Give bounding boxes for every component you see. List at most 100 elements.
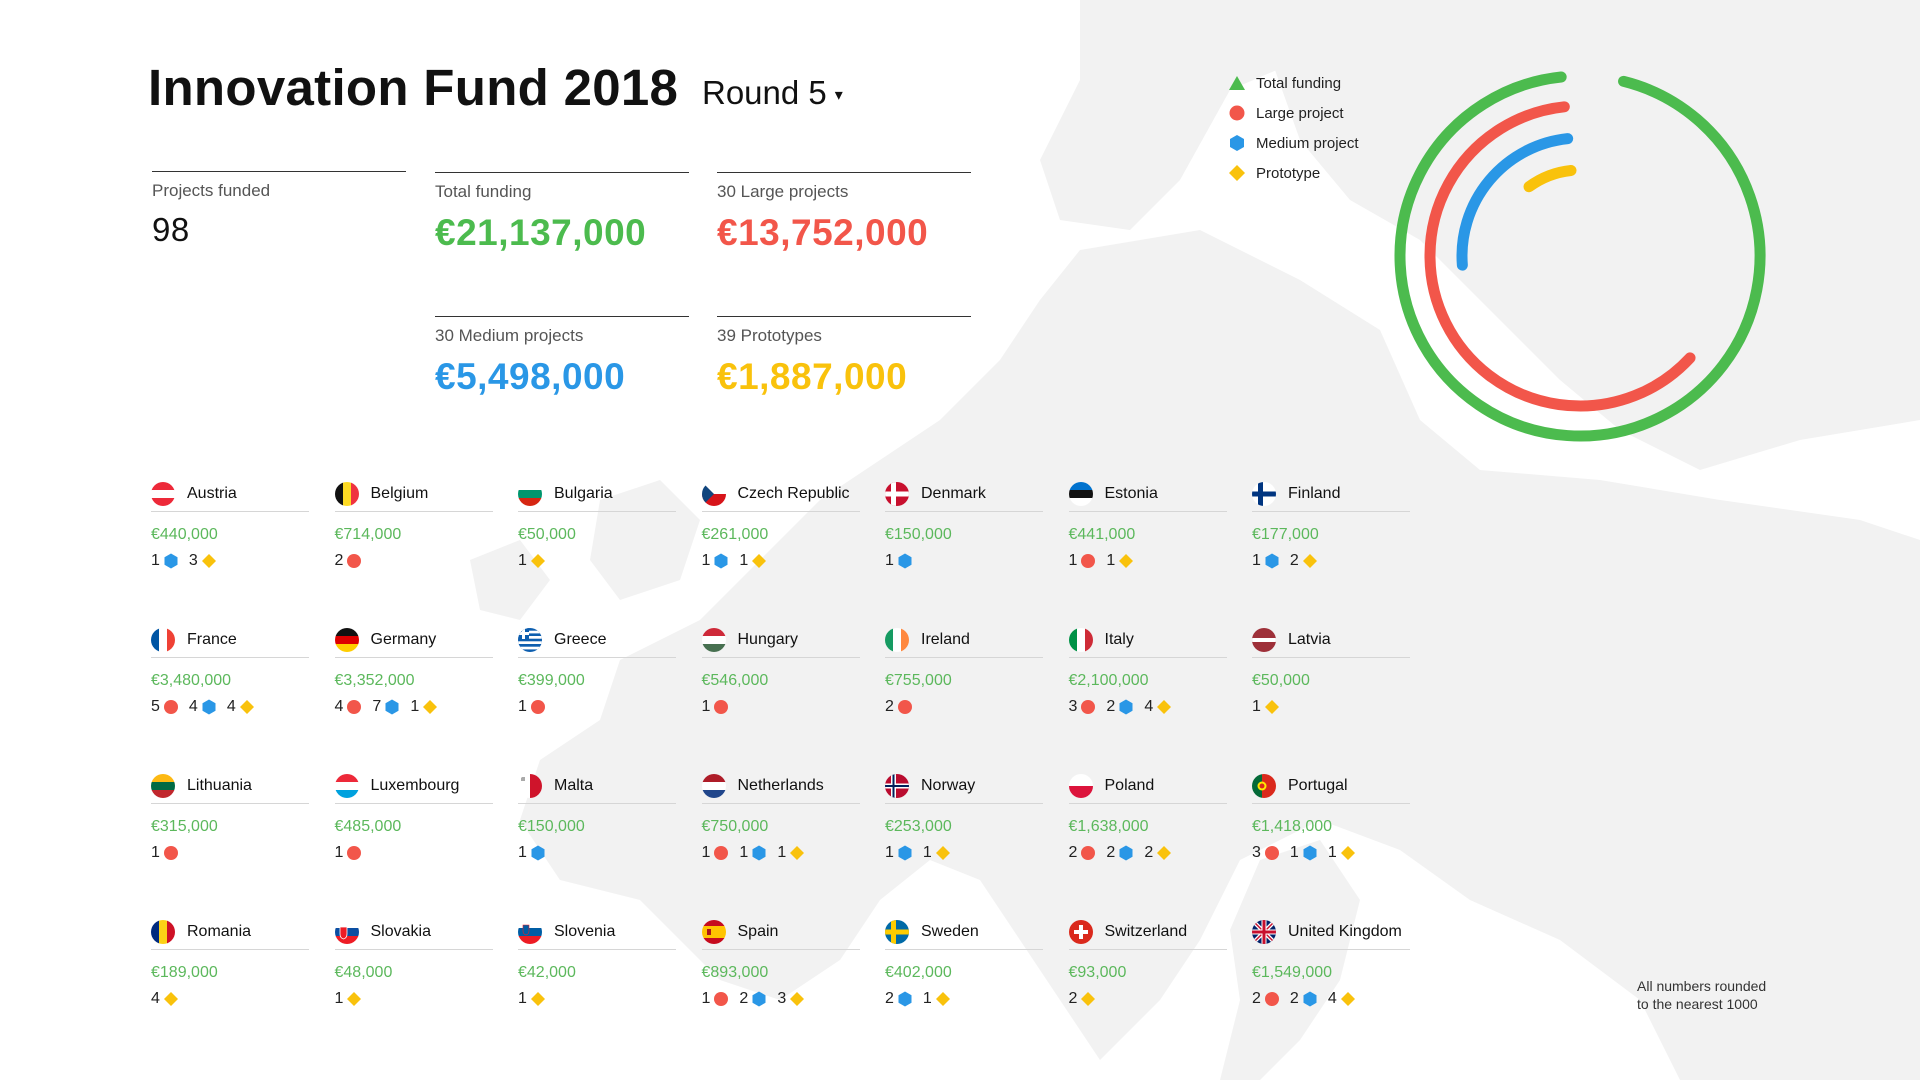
- legend-item-medium[interactable]: Medium project: [1228, 128, 1359, 158]
- diamond-icon: [935, 991, 951, 1007]
- radial-funding-chart: [1394, 71, 1766, 442]
- count-medium: 1: [151, 552, 179, 570]
- country-card[interactable]: United Kingdom €1,549,000 2 2 4: [1252, 919, 1410, 1008]
- count-medium: 1: [1290, 844, 1318, 862]
- flag-icon: [1252, 919, 1276, 944]
- flag-icon: [151, 627, 175, 652]
- diamond-icon: [1340, 991, 1356, 1007]
- country-card[interactable]: Greece €399,000 1: [518, 627, 676, 716]
- country-name: Poland: [1104, 776, 1155, 794]
- circle-icon: [1264, 845, 1280, 861]
- count-prototype: 1: [335, 990, 363, 1008]
- project-counts: 1: [518, 552, 676, 570]
- count-large: 3: [1252, 844, 1280, 862]
- diamond-icon: [1228, 164, 1246, 182]
- project-counts: 1: [151, 844, 309, 862]
- country-name: Italy: [1104, 630, 1134, 648]
- country-amount: €441,000: [1068, 526, 1136, 543]
- country-card[interactable]: Italy €2,100,000 3 2 4: [1068, 627, 1227, 716]
- legend-item-prototype[interactable]: Prototype: [1228, 158, 1359, 188]
- flag-icon: [151, 773, 175, 798]
- country-amount: €440,000: [151, 526, 218, 543]
- country-amount: €150,000: [518, 818, 585, 835]
- count-value: 1: [739, 552, 749, 569]
- rounding-note: All numbers rounded to the nearest 1000: [1637, 977, 1766, 1013]
- country-amount: €50,000: [1252, 672, 1310, 689]
- count-value: 2: [1289, 552, 1299, 569]
- country-amount: €755,000: [885, 672, 952, 689]
- country-header: Belgium: [334, 481, 493, 512]
- country-card[interactable]: Hungary €546,000 1: [701, 627, 860, 716]
- count-value: 3: [1252, 844, 1261, 861]
- country-amount: €50,000: [518, 526, 576, 543]
- country-amount: €546,000: [701, 672, 769, 689]
- diamond-icon: [422, 699, 438, 715]
- country-card[interactable]: Latvia €50,000 1: [1252, 627, 1410, 716]
- country-card[interactable]: Ireland €755,000 2: [885, 627, 1043, 716]
- project-counts: 2: [885, 698, 1043, 716]
- legend-item-large[interactable]: Large project: [1228, 98, 1359, 128]
- country-card[interactable]: Belgium €714,000 2: [334, 481, 493, 570]
- country-amount: €399,000: [518, 672, 585, 689]
- country-amount: €253,000: [885, 818, 952, 835]
- count-value: 1: [777, 844, 787, 861]
- country-header: Germany: [334, 627, 493, 658]
- country-card[interactable]: Luxembourg €485,000 1: [334, 773, 493, 862]
- hexagon-icon: [713, 553, 729, 569]
- legend-item-total[interactable]: Total funding: [1228, 68, 1359, 98]
- radial-bar-prototype: [1523, 164, 1577, 193]
- count-value: 4: [226, 698, 236, 715]
- country-name: Norway: [921, 776, 976, 794]
- count-value: 2: [1068, 844, 1078, 861]
- country-card[interactable]: Spain €893,000 1 2 3: [701, 919, 860, 1008]
- project-counts: 1: [518, 844, 676, 862]
- count-prototype: 1: [739, 552, 767, 570]
- count-value: 1: [1106, 552, 1116, 569]
- country-name: Lithuania: [187, 776, 252, 794]
- country-card[interactable]: France €3,480,000 5 4 4: [151, 627, 309, 716]
- count-large: 2: [1252, 990, 1280, 1008]
- circle-icon: [713, 991, 729, 1007]
- project-counts: 1: [702, 698, 860, 716]
- country-amount: €750,000: [701, 818, 769, 835]
- round-selector[interactable]: Round 5 ▾: [702, 74, 843, 112]
- country-card[interactable]: Romania €189,000 4: [151, 919, 309, 1008]
- country-card[interactable]: Malta €150,000 1: [518, 773, 676, 862]
- count-value: 2: [1106, 844, 1116, 861]
- count-value: 1: [922, 990, 932, 1007]
- count-value: 1: [701, 990, 711, 1007]
- flag-icon: [885, 773, 909, 798]
- count-value: 4: [1144, 698, 1154, 715]
- project-counts: 1 1 1: [702, 844, 860, 862]
- hexagon-icon: [1118, 845, 1134, 861]
- country-card[interactable]: Portugal €1,418,000 3 1 1: [1252, 773, 1410, 862]
- country-name: Sweden: [921, 922, 979, 940]
- country-card[interactable]: Lithuania €315,000 1: [151, 773, 309, 862]
- country-name: Ireland: [921, 630, 970, 648]
- count-value: 1: [701, 552, 711, 569]
- country-card[interactable]: Bulgaria €50,000 1: [518, 481, 676, 570]
- country-card[interactable]: Germany €3,352,000 4 7 1: [334, 627, 493, 716]
- country-header: United Kingdom: [1252, 919, 1410, 950]
- country-card[interactable]: Switzerland €93,000 2: [1068, 919, 1227, 1008]
- country-card[interactable]: Slovakia €48,000 1: [334, 919, 493, 1008]
- flag-icon: [885, 919, 909, 944]
- count-value: 3: [188, 552, 198, 569]
- circle-icon: [713, 699, 729, 715]
- project-counts: 1: [518, 698, 676, 716]
- country-card[interactable]: Denmark €150,000 1: [885, 481, 1043, 570]
- stat-value: €1,887,000: [717, 356, 908, 397]
- flag-icon: [518, 481, 542, 506]
- stat-label: Total funding: [435, 182, 532, 201]
- country-card[interactable]: Netherlands €750,000 1 1 1: [701, 773, 860, 862]
- project-counts: 1 2 3: [702, 990, 860, 1008]
- country-card[interactable]: Poland €1,638,000 2 2 2: [1068, 773, 1227, 862]
- country-card[interactable]: Slovenia €42,000 1: [518, 919, 676, 1008]
